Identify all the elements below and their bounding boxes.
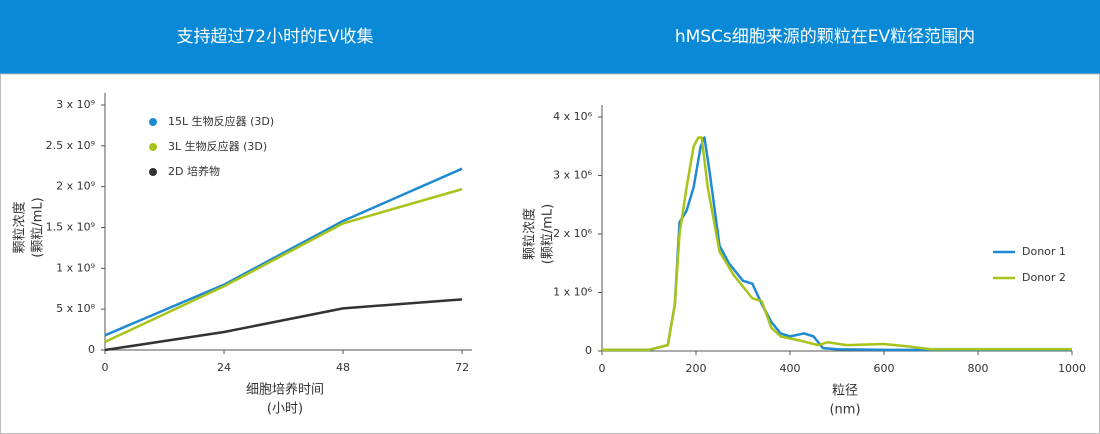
y-tick-label: 2 x 10⁹ [56,180,95,193]
x-tick-label: 72 [455,361,469,374]
x-tick-label: 0 [599,362,606,375]
legend-swatch [149,143,157,151]
x-axis-label: 细胞培养时间 [246,382,324,398]
y-tick-label: 3 x 10⁹ [56,98,95,111]
y-tick-label: 1.5 x 10⁹ [46,221,95,234]
chart-title: hMSCs细胞来源的颗粒在EV粒径范围内 [675,27,975,47]
x-tick-label: 600 [874,362,895,375]
legend-label: 3L 生物反应器 (3D) [168,139,267,153]
y-tick-label: 4 x 10⁶ [553,110,592,123]
y-axis-label: (颗粒/mL) [541,204,556,264]
y-tick-label: 0 [585,344,592,357]
data-line [602,136,1072,352]
y-tick-label: 1 x 10⁹ [56,261,95,274]
header-banner [0,0,1100,74]
legend-label: 2D 培养物 [168,164,220,178]
panel-frame [0,73,1100,434]
x-tick-label: 48 [336,361,350,374]
chart-title: 支持超过72小时的EV收集 [176,27,373,47]
x-tick-label: 0 [102,361,109,374]
data-line [104,167,463,337]
x-tick-label: 800 [968,362,989,375]
y-tick-label: 2.5 x 10⁹ [46,139,95,152]
y-axis-label: (颗粒/mL) [31,197,46,257]
y-tick-label: 3 x 10⁶ [553,169,592,182]
legend-label: 15L 生物反应器 (3D) [168,114,274,128]
y-tick-label: 2 x 10⁶ [553,227,592,240]
x-tick-label: 1000 [1058,362,1086,375]
data-line [104,187,463,343]
legend-label: Donor 2 [1022,271,1066,284]
y-tick-label: 0 [88,343,95,356]
legend-swatch [149,118,157,126]
x-tick-label: 200 [686,362,707,375]
x-axis-label: (nm) [829,403,860,418]
y-axis-label: 颗粒浓度 [522,208,538,260]
y-axis-label: 颗粒浓度 [12,201,28,253]
x-tick-label: 24 [217,361,231,374]
legend-swatch [149,168,157,176]
legend-label: Donor 1 [1022,245,1066,258]
x-axis-label: 粒径 [832,384,858,399]
y-tick-label: 1 x 10⁶ [553,286,592,299]
data-line [104,298,463,352]
y-tick-label: 5 x 10⁸ [56,302,95,315]
x-axis-label: (小时) [267,402,303,417]
x-tick-label: 400 [780,362,801,375]
